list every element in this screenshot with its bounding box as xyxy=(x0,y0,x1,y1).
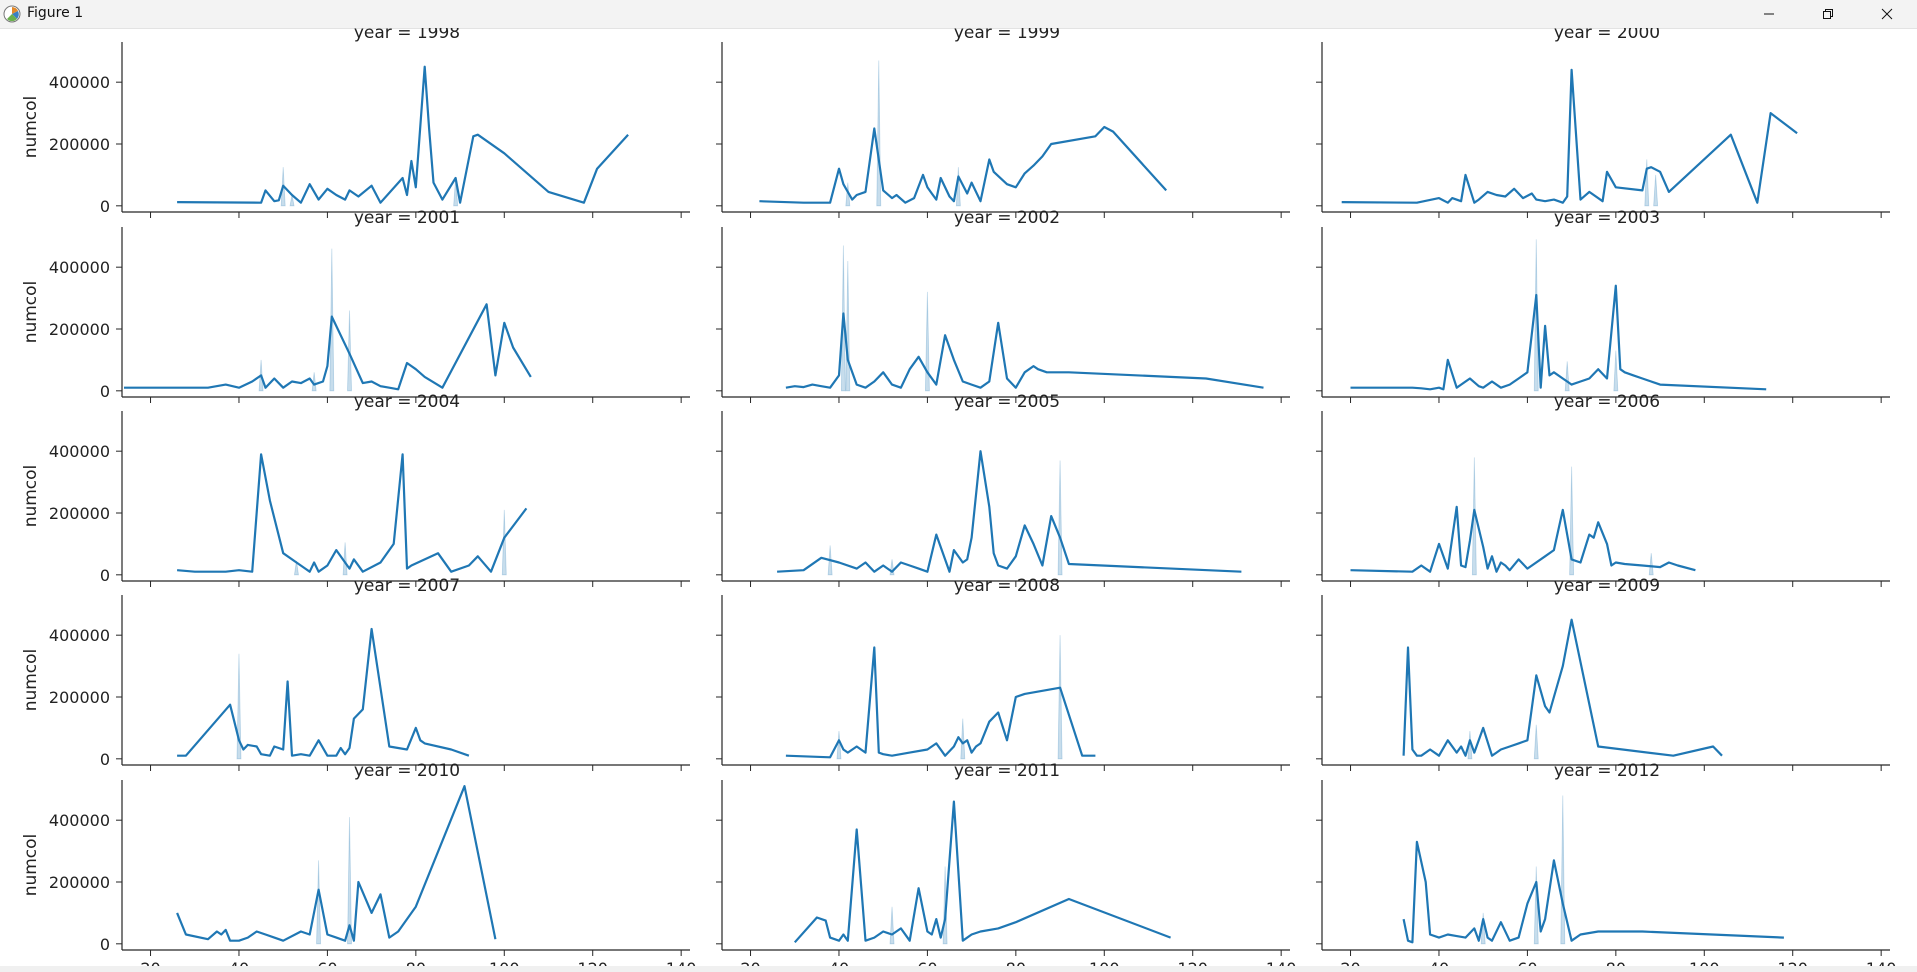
y-tick-label: 0 xyxy=(100,935,110,954)
facet-grid-chart: 0 200000 400000 numcol year = 1998 year = 199… xyxy=(21,28,1896,972)
facet-title: year = 2006 xyxy=(1554,392,1660,412)
confidence-band xyxy=(845,260,851,392)
window-title: Figure 1 xyxy=(27,5,84,21)
facet-year2012: 20406080100120140year = 2012 xyxy=(1316,761,1896,972)
minimize-icon xyxy=(1764,13,1774,15)
matplotlib-figure-icon xyxy=(3,5,21,23)
facet-title: year = 1999 xyxy=(954,28,1060,43)
series-line xyxy=(759,125,1168,204)
series-line xyxy=(1341,68,1798,204)
confidence-band xyxy=(1057,460,1063,576)
confidence-band xyxy=(924,291,930,392)
facet-year2006: year = 2006 xyxy=(1316,392,1890,587)
series-line xyxy=(785,646,1096,759)
facet-title: year = 2011 xyxy=(954,761,1060,781)
confidence-band xyxy=(960,718,966,760)
y-tick-label: 200000 xyxy=(49,135,110,154)
confidence-band xyxy=(1653,174,1659,207)
confidence-band xyxy=(1564,361,1570,392)
facet-title: year = 2007 xyxy=(354,576,460,596)
window-bottom-border xyxy=(0,966,1917,972)
facet-year2003: year = 2003 xyxy=(1316,208,1890,403)
facet-year2005: year = 2005 xyxy=(716,392,1290,587)
facet-title: year = 1998 xyxy=(354,28,460,43)
figure-canvas: 0 200000 400000 numcol year = 1998 year = 199… xyxy=(0,28,1917,972)
confidence-band xyxy=(1613,350,1619,392)
y-tick-label: 400000 xyxy=(49,811,110,830)
close-button[interactable] xyxy=(1858,0,1916,28)
series-line xyxy=(1402,840,1784,944)
y-tick-label: 400000 xyxy=(49,73,110,92)
confidence-band xyxy=(1533,866,1539,945)
facet-title: year = 2005 xyxy=(954,392,1060,412)
confidence-band xyxy=(453,177,459,207)
y-axis-label: numcol xyxy=(21,465,41,528)
y-axis-label: numcol xyxy=(21,834,41,897)
series-line xyxy=(1350,284,1767,391)
facet-title: year = 2002 xyxy=(954,208,1060,228)
y-tick-label: 400000 xyxy=(49,442,110,461)
facet-year2004: 0 200000 400000 numcol year = 2004 xyxy=(21,392,690,587)
series-line xyxy=(177,627,470,757)
y-tick-label: 400000 xyxy=(49,258,110,277)
y-tick-label: 200000 xyxy=(49,688,110,707)
facet-title: year = 2004 xyxy=(354,392,460,412)
confidence-band xyxy=(347,817,352,945)
facet-title: year = 2000 xyxy=(1554,28,1660,43)
y-tick-label: 0 xyxy=(100,382,110,401)
facet-title: year = 2012 xyxy=(1554,761,1660,781)
y-tick-label: 200000 xyxy=(49,320,110,339)
confidence-band xyxy=(889,906,895,945)
series-line xyxy=(793,800,1171,944)
confidence-band xyxy=(836,730,842,760)
confidence-band xyxy=(1648,553,1654,576)
series-line xyxy=(124,303,532,391)
facet-year2008: year = 2008 xyxy=(716,576,1290,771)
series-line xyxy=(1350,505,1696,573)
confidence-band xyxy=(1533,724,1539,760)
confidence-band xyxy=(1560,795,1566,945)
y-tick-label: 200000 xyxy=(49,504,110,523)
confidence-band xyxy=(316,860,321,945)
facet-year2000: year = 2000 xyxy=(1316,28,1890,218)
series-line xyxy=(177,65,629,204)
y-tick-label: 200000 xyxy=(49,873,110,892)
facet-year2001: 0 200000 400000 numcol year = 2001 xyxy=(21,208,690,403)
confidence-band xyxy=(876,60,882,207)
window-titlebar: Figure 1 xyxy=(0,0,1917,29)
confidence-band xyxy=(293,560,299,576)
series-line xyxy=(777,450,1242,573)
series-line xyxy=(785,312,1264,389)
facet-year2011: 20406080100120140year = 2011 xyxy=(716,761,1296,972)
facet-year2010: 020000040000020406080100120140numcolyear… xyxy=(21,761,696,972)
y-axis-label: numcol xyxy=(21,96,41,159)
close-icon xyxy=(1881,8,1893,20)
confidence-band xyxy=(1644,159,1650,207)
facet-year1998: 0 200000 400000 numcol year = 1998 xyxy=(21,28,690,218)
facet-title: year = 2001 xyxy=(354,208,460,228)
minimize-button[interactable] xyxy=(1740,0,1798,28)
confidence-band xyxy=(342,542,348,576)
y-tick-label: 0 xyxy=(100,566,110,585)
y-axis-label: numcol xyxy=(21,649,41,712)
series-line xyxy=(177,453,528,573)
series-line xyxy=(1402,618,1723,757)
confidence-band xyxy=(289,194,295,207)
confidence-band xyxy=(1057,635,1063,760)
y-tick-label: 0 xyxy=(100,750,110,769)
facet-title: year = 2008 xyxy=(954,576,1060,596)
restore-button[interactable] xyxy=(1799,0,1857,28)
y-axis-label: numcol xyxy=(21,281,41,344)
y-tick-label: 400000 xyxy=(49,626,110,645)
facet-year2007: 0 200000 400000 numcol year = 2007 xyxy=(21,576,690,771)
facet-title: year = 2010 xyxy=(354,761,460,781)
y-tick-label: 0 xyxy=(100,197,110,216)
facet-year1999: year = 1999 xyxy=(716,28,1290,218)
facet-year2009: year = 2009 xyxy=(1316,576,1890,771)
restore-icon xyxy=(1823,9,1833,19)
facet-year2002: year = 2002 xyxy=(716,208,1290,403)
facet-title: year = 2009 xyxy=(1554,576,1660,596)
facet-title: year = 2003 xyxy=(1554,208,1660,228)
series-line xyxy=(176,785,497,942)
